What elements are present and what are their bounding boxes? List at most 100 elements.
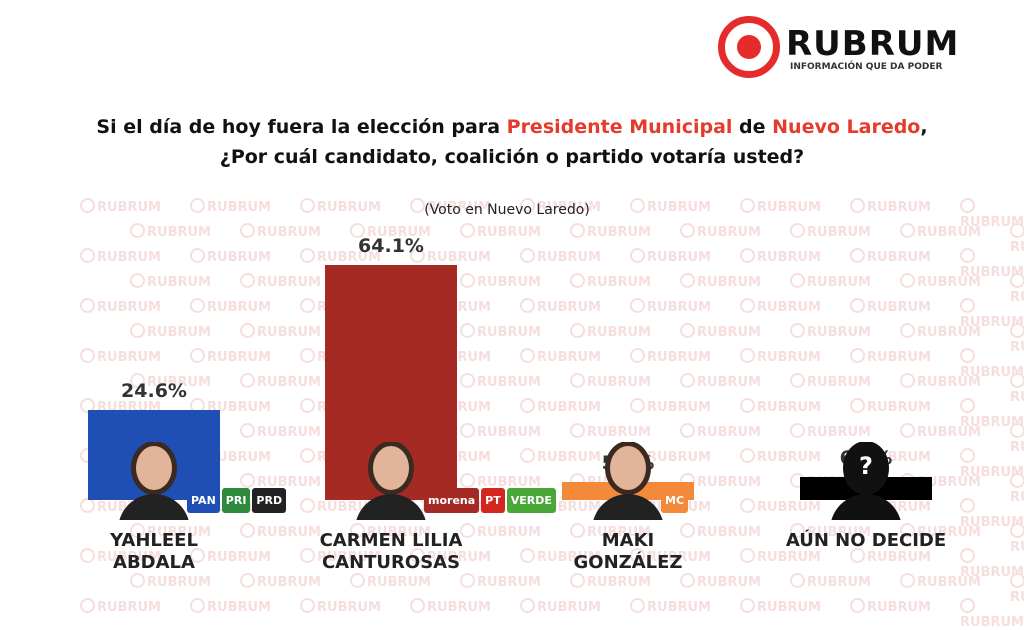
watermark: RUBRUM — [190, 298, 271, 315]
watermark: RUBRUM — [900, 273, 981, 290]
brand-name: RUBRUM — [786, 24, 960, 64]
watermark: RUBRUM — [630, 548, 711, 565]
watermark: RUBRUM — [570, 423, 651, 440]
watermark: RUBRUM — [300, 548, 381, 565]
watermark: RUBRUM — [790, 323, 871, 340]
value-label: 24.6% — [121, 379, 187, 402]
watermark: RUBRUM — [570, 373, 651, 390]
watermark: RUBRUM — [460, 523, 541, 540]
watermark: RUBRUM — [240, 273, 321, 290]
category-label: MAKI GONZÁLEZ — [573, 530, 683, 573]
watermark: RUBRUM — [460, 473, 541, 490]
watermark: RUBRUM — [680, 223, 761, 240]
category-label: YAHLEEL ABDALA — [110, 530, 198, 573]
party-logos: morena PT VERDE — [423, 488, 557, 513]
watermark: RUBRUM — [790, 523, 871, 540]
party-logos: MC — [660, 488, 689, 513]
watermark: RUBRUM — [520, 348, 601, 365]
watermark: RUBRUM — [570, 523, 651, 540]
title-segment: de — [732, 116, 773, 138]
watermark: RUBRUM — [130, 273, 211, 290]
watermark: RUBRUM — [190, 348, 271, 365]
watermark: RUBRUM — [410, 248, 491, 265]
watermark: RUBRUM — [900, 323, 981, 340]
watermark: RUBRUM — [740, 298, 821, 315]
watermark: RUBRUM — [740, 498, 821, 515]
portrait — [353, 442, 429, 520]
watermark: RUBRUM — [850, 398, 931, 415]
party-logo: MC — [661, 488, 689, 513]
watermark: RUBRUM — [900, 573, 981, 590]
watermark: RUBRUM — [900, 423, 981, 440]
watermark: RUBRUM — [80, 248, 161, 265]
watermark: RUBRUM — [460, 323, 541, 340]
category-label: AÚN NO DECIDE — [785, 530, 947, 551]
watermark: RUBRUM — [570, 573, 651, 590]
watermark: RUBRUM — [190, 448, 271, 465]
head — [373, 446, 409, 490]
watermark: RUBRUM — [740, 398, 821, 415]
title-segment: , — [920, 116, 928, 138]
party-logo: PT — [481, 488, 505, 513]
watermark: RUBRUM — [350, 223, 431, 240]
watermark: RUBRUM — [520, 398, 601, 415]
watermark: RUBRUM — [80, 198, 161, 215]
watermark: RUBRUM — [190, 548, 271, 565]
watermark: RUBRUM — [680, 273, 761, 290]
watermark: RUBRUM — [520, 448, 601, 465]
watermark: RUBRUM — [240, 523, 321, 540]
watermark: RUBRUM — [520, 198, 601, 215]
watermark: RUBRUM — [740, 448, 821, 465]
watermark: RUBRUM — [630, 198, 711, 215]
watermark: RUBRUM — [740, 248, 821, 265]
watermark: RUBRUM — [240, 473, 321, 490]
watermark: RUBRUM — [630, 348, 711, 365]
watermark: RUBRUM — [630, 398, 711, 415]
subtitle: (Voto en Nuevo Laredo) — [424, 202, 590, 218]
watermark: RUBRUM — [680, 323, 761, 340]
watermark: RUBRUM — [240, 323, 321, 340]
watermark: RUBRUM — [410, 548, 491, 565]
category-label: CARMEN LILIA CANTUROSAS — [319, 530, 463, 573]
watermark: RUBRUM — [520, 248, 601, 265]
watermark: RUBRUM — [630, 448, 711, 465]
watermark: RUBRUM — [680, 573, 761, 590]
watermark: RUBRUM — [80, 548, 161, 565]
title-line: Si el día de hoy fuera la elección para … — [0, 116, 1024, 138]
watermark: RUBRUM — [740, 548, 821, 565]
shoulders — [355, 494, 427, 520]
watermark: RUBRUM — [130, 573, 211, 590]
watermark: RUBRUM — [570, 223, 651, 240]
watermark: RUBRUM — [630, 248, 711, 265]
watermark: RUBRUM — [790, 423, 871, 440]
watermark: RUBRUM — [680, 423, 761, 440]
watermark: RUBRUM — [570, 323, 651, 340]
watermark: RUBRUM — [130, 323, 211, 340]
watermark: RUBRUM — [190, 198, 271, 215]
portrait: ? — [828, 442, 904, 520]
watermark: RUBRUM — [460, 373, 541, 390]
portrait — [590, 442, 666, 520]
title-segment: Presidente Municipal — [506, 116, 733, 138]
watermark: RUBRUM — [850, 348, 931, 365]
watermark: RUBRUM — [850, 198, 931, 215]
watermark: RUBRUM — [790, 223, 871, 240]
watermark: RUBRUM — [790, 373, 871, 390]
watermark: RUBRUM — [350, 573, 431, 590]
watermark: RUBRUM — [960, 598, 1024, 630]
question-mark: ? — [859, 452, 873, 480]
head — [610, 446, 646, 490]
value-label: 64.1% — [358, 235, 424, 257]
watermark: RUBRUM — [190, 248, 271, 265]
title-segment: ¿Por cuál candidato, coalición o partido… — [219, 146, 805, 168]
head — [848, 446, 884, 490]
watermark: RUBRUM — [300, 198, 381, 215]
watermark: RUBRUM — [740, 348, 821, 365]
party-logos: PAN PRI PRD — [186, 488, 287, 513]
watermark: RUBRUM — [240, 223, 321, 240]
watermark: RUBRUM — [460, 223, 541, 240]
party-logo: VERDE — [506, 488, 556, 513]
page: RUBRUM RUBRUM RUBRUM RUBRUM RUBRUM RUBRUM RUBR… — [0, 0, 1024, 607]
watermark: RUBRUM — [900, 523, 981, 540]
watermark: RUBRUM — [460, 573, 541, 590]
